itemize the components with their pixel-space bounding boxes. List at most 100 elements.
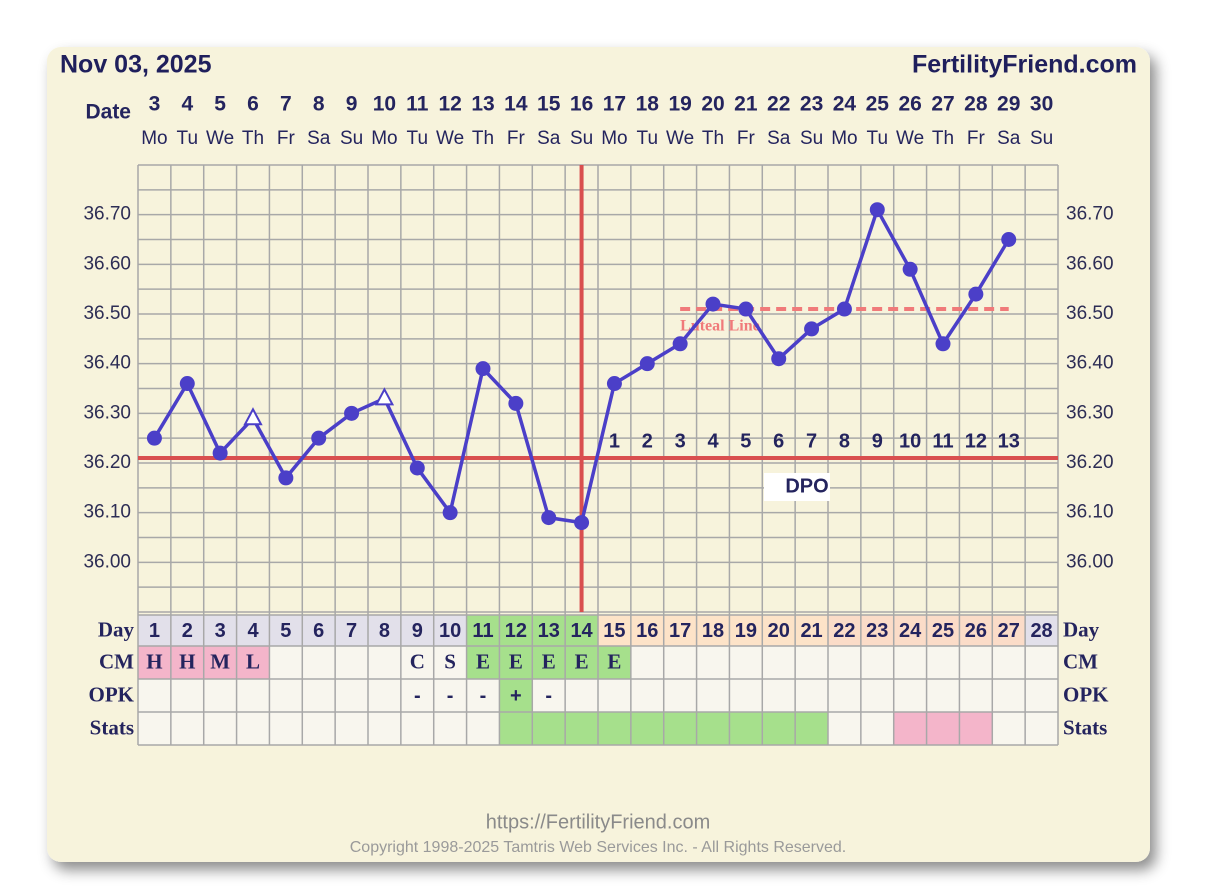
- y-tick-label: 36.60: [83, 253, 131, 274]
- table-cell: [368, 615, 401, 646]
- table-cell: [992, 712, 1026, 745]
- dpo-number: 5: [740, 430, 751, 452]
- temp-point: [146, 430, 162, 446]
- weekday-label: Mo: [601, 128, 627, 149]
- table-cell: [335, 646, 368, 679]
- table-cell-text: 7: [346, 620, 357, 642]
- table-cell: [663, 615, 697, 646]
- temp-point: [672, 336, 688, 352]
- temp-point-open: [374, 387, 395, 406]
- table-cell: [532, 615, 566, 646]
- temp-point: [179, 376, 195, 392]
- table-cell-text: 27: [998, 620, 1020, 642]
- table-cell: [630, 679, 664, 712]
- temp-point-open: [243, 407, 263, 426]
- footer-copyright: Copyright 1998-2025 Tamtris Web Services…: [350, 839, 847, 856]
- table-cell-text: 6: [313, 620, 324, 642]
- weekday-label: We: [666, 128, 694, 149]
- y-tick-label-right: 36.40: [1066, 353, 1114, 374]
- dpo-number: 10: [899, 430, 921, 452]
- table-cell: [992, 615, 1026, 646]
- weekday-label: Su: [570, 128, 593, 149]
- table-cell: [598, 712, 631, 745]
- table-cell: [598, 679, 631, 712]
- row-label-right: Stats: [1063, 715, 1107, 739]
- table-cell: [762, 615, 796, 646]
- date-label: 30: [1030, 93, 1053, 116]
- table-cell-text: 16: [636, 620, 658, 642]
- table-cell: [893, 679, 927, 712]
- table-cell-text: 5: [280, 620, 291, 642]
- table-cell: [926, 712, 960, 745]
- date-label: 26: [898, 93, 921, 116]
- table-cell-text: S: [444, 649, 456, 673]
- table-cell: [433, 679, 467, 712]
- table-cell: [138, 615, 171, 646]
- table-cell: [795, 615, 828, 646]
- table-cell: [1025, 646, 1058, 679]
- table-cell: [860, 646, 894, 679]
- table-cell-text: 26: [965, 620, 987, 642]
- table-cell: [696, 646, 730, 679]
- table-cell: [335, 615, 368, 646]
- table-cell-text: 22: [833, 620, 855, 642]
- table-cell: [795, 646, 828, 679]
- weekday-label: Tu: [177, 128, 198, 149]
- y-tick-label: 36.50: [83, 303, 131, 324]
- weekday-label: Th: [932, 128, 954, 149]
- date-label: 25: [866, 93, 890, 116]
- luteal-label: Luteal Line: [680, 318, 760, 335]
- table-cell: [302, 646, 336, 679]
- table-cell-text: L: [246, 649, 260, 673]
- table-cell-text: 13: [538, 620, 560, 642]
- table-cell: [433, 712, 467, 745]
- table-cell: [170, 646, 204, 679]
- dpo-number: 4: [707, 430, 719, 452]
- date-label: 13: [471, 93, 494, 116]
- date-label: 10: [373, 93, 396, 116]
- table-cell-text: 23: [866, 620, 888, 642]
- table-cell-text: 17: [669, 620, 691, 642]
- table-cell: [893, 712, 927, 745]
- temp-point: [541, 510, 557, 526]
- table-cell-text: M: [210, 649, 230, 673]
- table-cell: [400, 712, 434, 745]
- date-label: 20: [701, 93, 724, 116]
- date-label: 7: [280, 93, 292, 116]
- table-cell: [696, 615, 730, 646]
- table-cell: [532, 646, 566, 679]
- table-cell: [663, 646, 697, 679]
- table-cell: [269, 646, 303, 679]
- y-tick-label-right: 36.60: [1066, 253, 1114, 274]
- temp-point: [771, 351, 787, 367]
- table-cell-text: 25: [932, 620, 954, 642]
- dpo-number: 9: [872, 430, 883, 452]
- table-cell: [302, 615, 336, 646]
- row-label: Stats: [90, 715, 134, 739]
- table-cell-text: H: [179, 649, 195, 673]
- table-cell: [663, 712, 697, 745]
- y-tick-label-right: 36.00: [1066, 551, 1114, 572]
- table-cell: [565, 712, 598, 745]
- table-cell: [729, 615, 763, 646]
- temp-point: [606, 376, 622, 392]
- weekday-label: Fr: [277, 128, 296, 149]
- temp-point: [344, 405, 360, 421]
- table-cell: [269, 712, 303, 745]
- table-cell-text: H: [146, 649, 162, 673]
- date-label: 5: [214, 93, 226, 116]
- row-label: Day: [98, 617, 135, 641]
- table-cell: [992, 679, 1026, 712]
- weekday-label: Fr: [967, 128, 986, 149]
- date-label: 17: [603, 93, 626, 116]
- table-cell-text: 9: [412, 620, 423, 642]
- weekday-label: Su: [800, 128, 823, 149]
- temp-point: [311, 430, 327, 446]
- table-cell: [532, 679, 566, 712]
- temp-point: [968, 286, 984, 302]
- table-cell: [499, 712, 533, 745]
- table-cell: [828, 679, 861, 712]
- footer-url: https://FertilityFriend.com: [486, 811, 711, 833]
- y-tick-label: 36.00: [83, 551, 131, 572]
- x-label: Date: [85, 101, 131, 124]
